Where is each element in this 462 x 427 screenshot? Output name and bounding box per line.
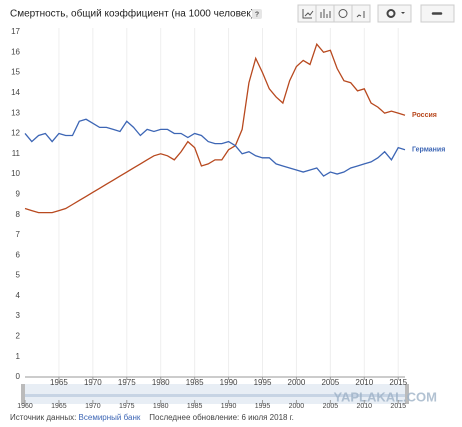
- chart: Смертность, общий коэффициент (на 1000 ч…: [10, 4, 455, 410]
- y-tick-label: 2: [16, 332, 21, 341]
- timeline-label: 2005: [323, 403, 339, 410]
- x-tick-label: 1975: [118, 378, 136, 387]
- y-tick-label: 15: [11, 68, 20, 77]
- timeline-label: 2000: [289, 403, 305, 410]
- map-icon: [338, 9, 348, 18]
- timeline-handle[interactable]: [21, 384, 25, 404]
- x-tick-label: 1995: [254, 378, 272, 387]
- y-tick-label: 12: [11, 129, 20, 138]
- y-tick-label: 14: [11, 88, 20, 97]
- timeline-label: 2010: [356, 403, 372, 410]
- y-tick-label: 6: [16, 250, 21, 259]
- help-text: ?: [255, 11, 259, 18]
- footer: Источник данных: Всемирный банк Последне…: [10, 413, 294, 422]
- y-tick-label: 5: [16, 271, 21, 280]
- toolbar: [297, 4, 455, 23]
- line-icon: [302, 9, 314, 19]
- y-tick-label: 17: [11, 27, 20, 36]
- chart-title: Смертность, общий коэффициент (на 1000 ч…: [10, 8, 254, 20]
- source-link[interactable]: Всемирный банк: [78, 413, 141, 422]
- timeline-label: 1990: [221, 403, 237, 410]
- line: [24, 42, 406, 214]
- timeline-label: 1995: [255, 403, 271, 410]
- y-tick-label: 8: [16, 210, 21, 219]
- x-tick-label: 2000: [288, 378, 306, 387]
- timeline-label: 1975: [119, 403, 135, 410]
- bar-icon: [320, 9, 331, 18]
- x-tick-label: 1965: [50, 378, 68, 387]
- series-label: Германия: [412, 147, 445, 154]
- timeline-label: 2015: [390, 403, 406, 410]
- series-label: Россия: [412, 112, 437, 119]
- timeline-label: 1980: [153, 403, 169, 410]
- x-tick-label: 1980: [152, 378, 170, 387]
- gear-icon: [386, 9, 396, 18]
- timeline-label: 1985: [187, 403, 203, 410]
- caret: [401, 12, 405, 14]
- y-tick-label: 7: [16, 230, 21, 239]
- x-tick-label: 1990: [220, 378, 238, 387]
- scatter-icon: [356, 11, 365, 18]
- timeline-track: [25, 394, 405, 397]
- x-tick-label: 2015: [389, 378, 407, 387]
- y-tick-label: 16: [11, 47, 20, 56]
- timeline-handle[interactable]: [405, 384, 409, 404]
- y-tick-label: 11: [12, 149, 21, 158]
- watermark: YAPLAKAL.COM: [333, 389, 437, 404]
- y-tick-label: 10: [11, 169, 20, 178]
- x-tick-label: 1970: [84, 378, 102, 387]
- y-tick-label: 4: [16, 291, 21, 300]
- timeline-label: 1970: [85, 403, 101, 410]
- y-tick-label: 9: [16, 189, 21, 198]
- help-icon[interactable]: [252, 9, 262, 19]
- x-tick-label: 2005: [321, 378, 339, 387]
- line: [24, 118, 406, 177]
- y-tick-label: 3: [16, 311, 21, 320]
- y-tick-label: 1: [16, 352, 21, 361]
- updated: Последнее обновление: 6 июля 2018 г.: [149, 413, 294, 422]
- y-tick-label: 0: [16, 372, 21, 381]
- timeline-label: 1965: [51, 403, 67, 410]
- x-tick-label: 2010: [355, 378, 373, 387]
- x-tick-label: 1985: [186, 378, 204, 387]
- timeline-label: 1960: [17, 403, 33, 410]
- source-label: Источник данных:: [10, 413, 77, 422]
- y-tick-label: 13: [11, 108, 20, 117]
